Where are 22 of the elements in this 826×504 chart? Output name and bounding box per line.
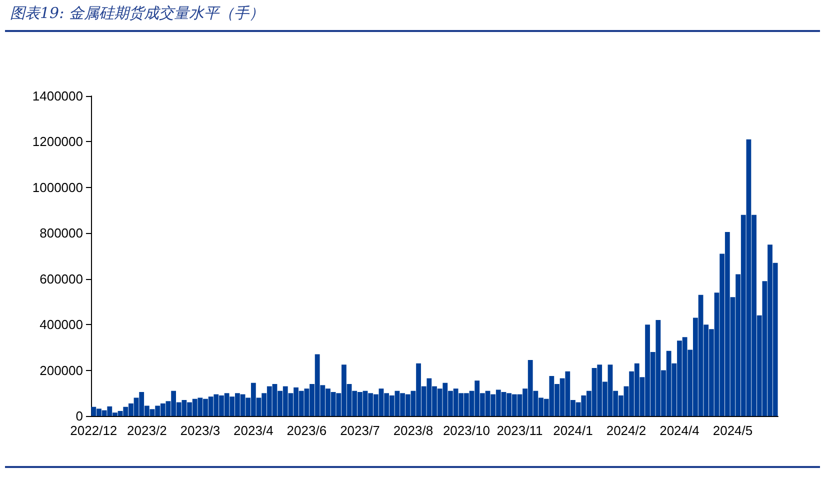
x-tick-label: 2024/2: [606, 423, 646, 438]
x-tick-label: 2023/8: [393, 423, 434, 438]
y-tick-label: 1200000: [32, 134, 83, 150]
x-tick-label: 2024/5: [712, 423, 753, 438]
y-tick-label: 1400000: [32, 88, 83, 104]
x-tick-label: 2023/7: [340, 423, 380, 438]
x-tick-label: 2023/4: [234, 423, 274, 438]
x-tick-label: 2023/11: [496, 423, 543, 438]
chart-title: 图表19: 金属硅期货成交量水平（手）: [10, 4, 264, 23]
y-tick-label: 800000: [40, 226, 83, 241]
x-tick-label: 2024/4: [660, 423, 700, 438]
x-tick-label: 2024/1: [553, 423, 593, 438]
y-tick-label: 600000: [40, 271, 83, 286]
y-tick-label: 400000: [40, 317, 83, 332]
y-tick-label: 1000000: [32, 180, 83, 195]
y-tick-label: 0: [76, 408, 83, 424]
x-tick-label: 2022/12: [70, 423, 118, 438]
x-tick-label: 2023/10: [442, 423, 490, 438]
y-tick-label: 200000: [40, 362, 83, 378]
x-tick-label: 2023/3: [180, 423, 220, 438]
x-tick-label: 2023/6: [286, 423, 327, 438]
x-tick-label: 2023/2: [127, 423, 167, 438]
